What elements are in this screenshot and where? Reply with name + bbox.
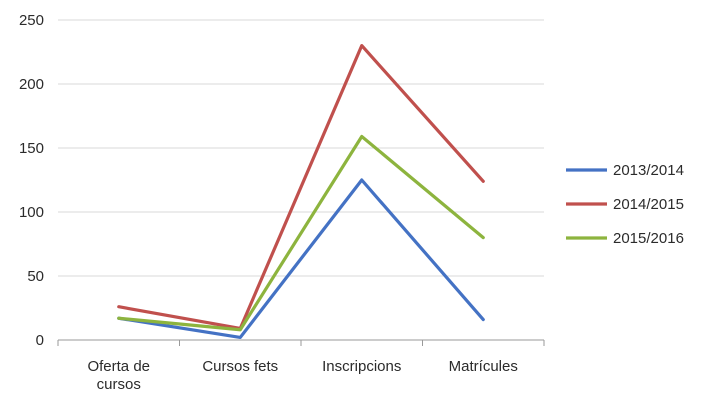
legend-label: 2015/2016 [613,230,684,247]
series-lines [117,43,485,340]
series-line-2014-2015 [117,43,485,331]
legend: 2013/2014 2014/2015 2015/2016 [566,162,684,247]
y-tick-label: 100 [19,204,44,221]
legend-label: 2014/2015 [613,196,684,213]
series-line-2013-2014 [117,178,485,340]
legend-label: 2013/2014 [613,162,684,179]
series-line-2015-2016 [117,134,485,332]
x-tick-label-line: Inscripcions [322,358,401,375]
y-axis-ticks: 0 50 100 150 200 250 [19,12,44,349]
y-tick-label: 200 [19,76,44,93]
x-tick-label-line: Cursos fets [202,358,278,375]
x-tick-label: Matrícules [449,358,518,375]
x-axis-ticks: Oferta de cursos Cursos fets Inscripcions Ma… [87,358,517,393]
y-tick-label: 250 [19,12,44,29]
y-tick-label: 50 [27,268,44,285]
x-tick-label-line: cursos [97,376,141,393]
x-tick-label: Inscripcions [322,358,401,375]
grid-lines [57,19,545,346]
x-tick-label: Oferta de cursos [87,358,150,393]
y-tick-label: 150 [19,140,44,157]
x-tick-label: Cursos fets [202,358,278,375]
x-tick-label-line: Oferta de [87,358,150,375]
y-tick-label: 0 [36,332,44,349]
x-tick-label-line: Matrícules [449,358,518,375]
